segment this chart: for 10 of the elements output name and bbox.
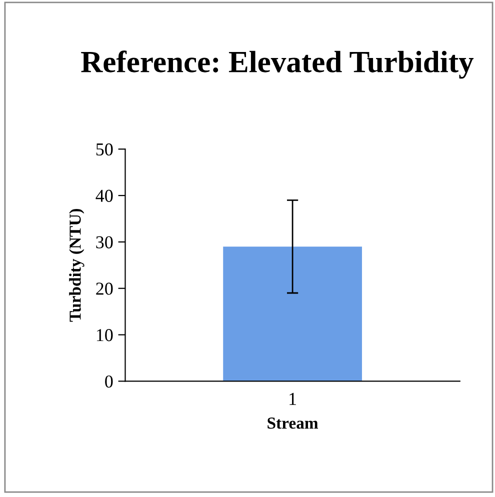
y-tick-label: 10 bbox=[96, 329, 113, 342]
y-tick-label: 0 bbox=[105, 375, 113, 388]
y-tick-label: 20 bbox=[96, 282, 113, 295]
x-tick-label: 1 bbox=[290, 392, 296, 405]
chart-title: Reference: Elevated Turbidity bbox=[81, 50, 474, 79]
y-tick-label: 50 bbox=[96, 143, 113, 156]
y-tick-label: 30 bbox=[96, 236, 113, 248]
y-axis-title: Turbdity (NTU) bbox=[69, 208, 84, 322]
x-axis-title: Stream bbox=[268, 418, 318, 429]
y-tick-label: 40 bbox=[96, 190, 113, 202]
